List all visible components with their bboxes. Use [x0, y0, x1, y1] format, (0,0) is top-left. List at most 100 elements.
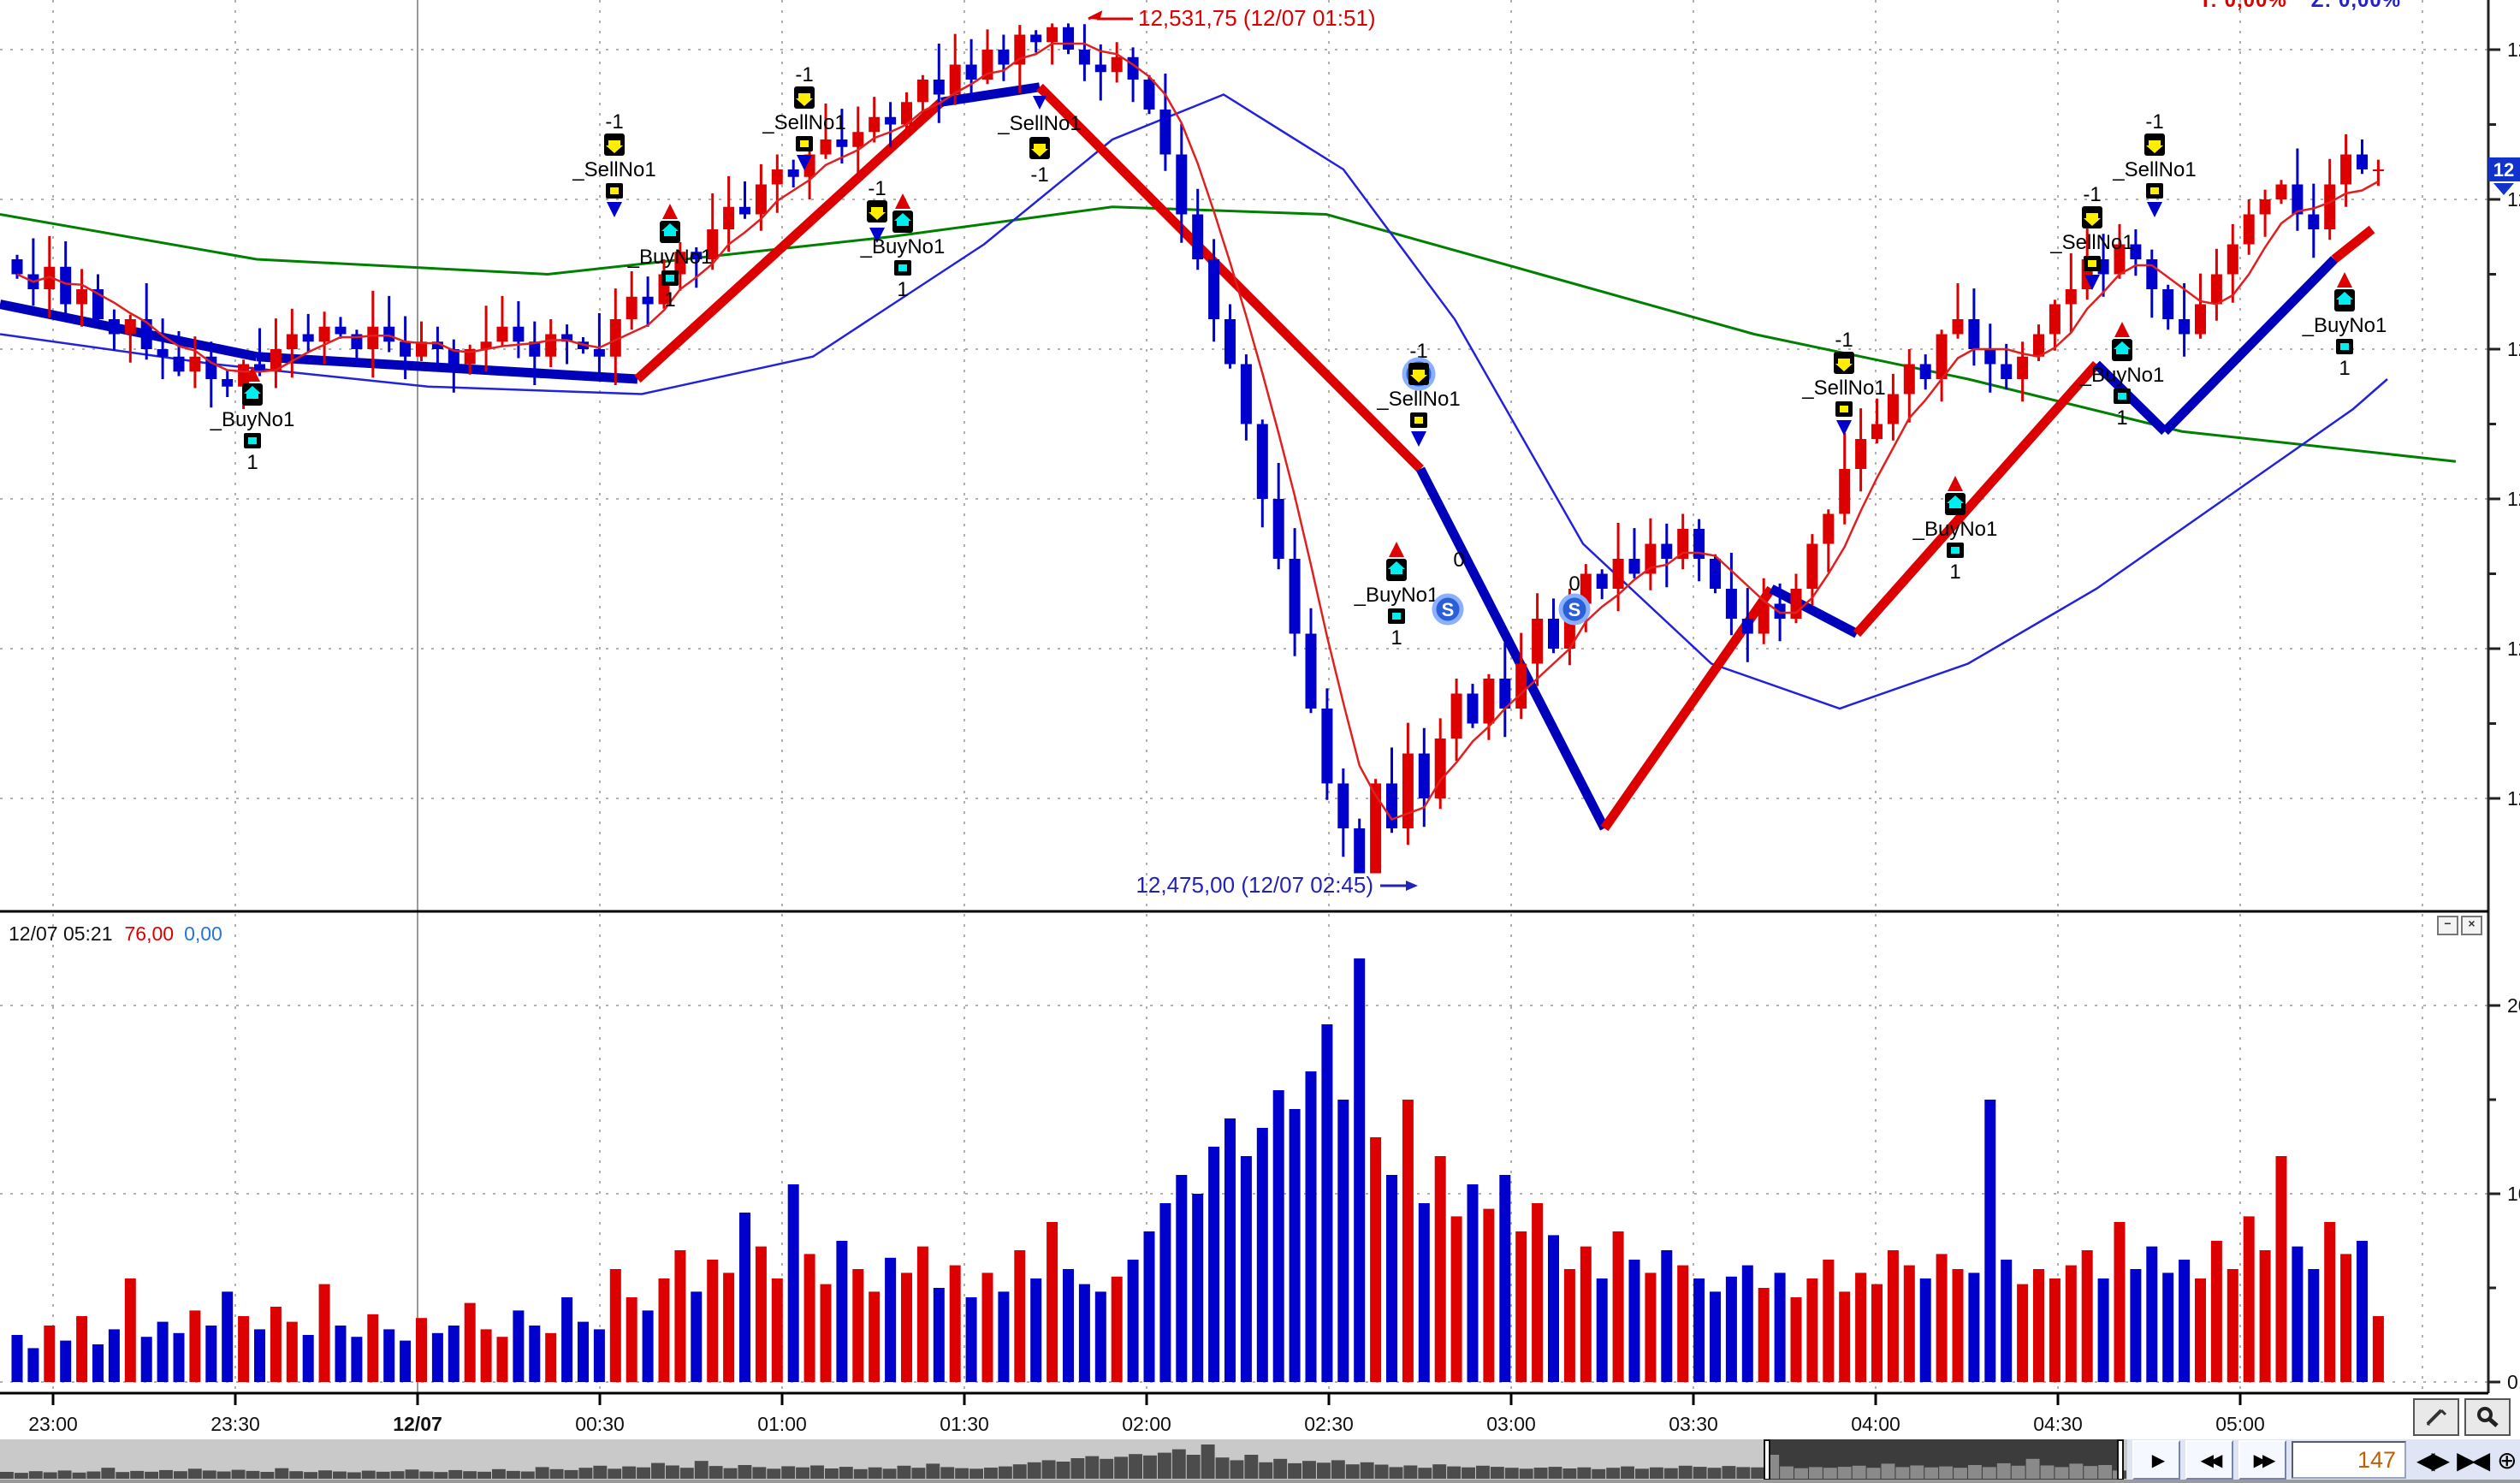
candle — [2146, 259, 2158, 289]
candle — [1887, 394, 1899, 424]
sell-marker[interactable]: -1 _SellNo1 — [762, 63, 846, 170]
svg-text:-1: -1 — [2145, 110, 2163, 133]
candle — [2130, 244, 2142, 259]
navigator-right-handle[interactable] — [2117, 1439, 2124, 1480]
volume-bar — [1774, 1272, 1786, 1382]
go-to-end-icon[interactable]: ▶◀ — [2457, 1446, 2490, 1474]
window-bottom-edge — [0, 1480, 2520, 1483]
volume-bar — [431, 1332, 443, 1382]
bars-count-input[interactable] — [2292, 1441, 2406, 1479]
buy-marker[interactable]: _BuyNo1 1 — [2302, 272, 2387, 380]
svg-text:_BuyNo1: _BuyNo1 — [2302, 314, 2387, 337]
buy-marker[interactable]: _BuyNo1 1 — [2079, 322, 2165, 430]
candle — [205, 356, 217, 379]
svg-text:0: 0 — [1568, 572, 1580, 596]
candle — [1483, 679, 1495, 724]
candle — [1919, 364, 1931, 379]
candle — [318, 326, 330, 342]
candle — [496, 326, 508, 342]
sell-marker[interactable]: -1 _SellNo1 — [572, 110, 656, 217]
svg-text:_SellNo1: _SellNo1 — [1801, 377, 1885, 400]
series-navigator[interactable] — [0, 1439, 2127, 1480]
volume-bar — [1450, 1216, 1462, 1382]
svg-text:12,480: 12,480 — [2507, 787, 2520, 810]
buy-marker[interactable]: _BuyNo1 1 — [627, 204, 713, 311]
svg-text:02:30: 02:30 — [1304, 1413, 1354, 1435]
volume-panel-minimize-button[interactable]: − — [2437, 916, 2458, 935]
buy-marker[interactable]: _BuyNo1 1 — [210, 366, 295, 474]
sell-marker[interactable]: -1 — [867, 177, 887, 243]
sell-marker[interactable]: -1 _SellNo1 — [2112, 110, 2197, 217]
svg-text:_BuyNo1: _BuyNo1 — [860, 235, 946, 258]
candle — [1628, 559, 1640, 574]
bottom-toolbar: ▶ ◀◀ ▶▶ ◀▶ ▶◀ ⊕ ⊖ — [0, 1439, 2520, 1480]
volume-bar — [869, 1291, 881, 1382]
volume-bar — [270, 1307, 282, 1382]
buy-marker[interactable]: _BuyNo1 1 — [1912, 476, 1998, 584]
navigator-left-handle[interactable] — [1764, 1439, 1770, 1480]
volume-bar — [1984, 1100, 1996, 1382]
svg-text:12,510: 12,510 — [2507, 338, 2520, 360]
step-bar-icon[interactable]: ◀▶ — [2416, 1446, 2450, 1474]
zoom-tool-button[interactable] — [2464, 1398, 2511, 1436]
candle — [2017, 356, 2029, 379]
volume-bar — [173, 1332, 185, 1382]
candle — [1596, 573, 1608, 589]
svg-text:_BuyNo1: _BuyNo1 — [627, 246, 713, 269]
svg-text:1: 1 — [2339, 357, 2350, 380]
svg-text:05:00: 05:00 — [2215, 1413, 2265, 1435]
sell-marker[interactable]: -1 _SellNo1 — [2049, 183, 2134, 290]
candle — [1903, 364, 1915, 394]
candle — [642, 296, 654, 305]
candle — [1354, 828, 1366, 874]
candle — [1693, 529, 1705, 559]
volume-bars — [11, 958, 2384, 1382]
rewind-button[interactable]: ◀◀ — [2185, 1440, 2233, 1480]
candle — [238, 364, 250, 387]
volume-bar — [335, 1326, 347, 1382]
svg-text:02:00: 02:00 — [1122, 1413, 1171, 1435]
volume-bar — [2049, 1278, 2060, 1382]
candle — [691, 252, 703, 259]
volume-bar — [1386, 1175, 1397, 1382]
volume-panel-close-button[interactable]: × — [2461, 916, 2482, 935]
svg-text:1: 1 — [2116, 406, 2127, 430]
volume-bar — [108, 1329, 120, 1382]
volume-bar — [1030, 1278, 1042, 1382]
buy-marker[interactable]: _BuyNo1 1 — [860, 193, 946, 301]
candle — [383, 326, 395, 342]
svg-text:-1: -1 — [1409, 340, 1427, 363]
svg-text:0,00: 0,00 — [2507, 1371, 2520, 1393]
svg-text:_BuyNo1: _BuyNo1 — [1912, 518, 1998, 541]
zoom-in-icon[interactable]: ⊕ — [2497, 1446, 2517, 1474]
buy-marker[interactable]: _BuyNo1 1 — [1354, 542, 1439, 650]
navigator-window-histogram — [1767, 1455, 2120, 1479]
volume-bar — [1855, 1272, 1867, 1382]
volume-bar — [76, 1316, 88, 1382]
stop-order-marker[interactable]: 0S — [1558, 572, 1591, 626]
candle — [1321, 709, 1333, 784]
volume-bar — [981, 1272, 993, 1382]
candle — [1677, 529, 1689, 559]
volume-bar — [2226, 1269, 2238, 1382]
ma-fast-line — [16, 42, 2380, 822]
stop-order-marker[interactable]: S — [1432, 593, 1464, 626]
trend-line — [0, 82, 2375, 832]
sell-marker[interactable]: -1 _SellNo1 — [1376, 340, 1461, 447]
svg-text:_SellNo1: _SellNo1 — [572, 158, 655, 181]
volume-bar — [400, 1340, 412, 1382]
sell-marker[interactable]: -1 _SellNo1 — [1801, 329, 1886, 436]
draw-tool-button[interactable] — [2413, 1398, 2459, 1436]
sell-marker[interactable]: _SellNo1 -1 — [997, 96, 1082, 187]
time-axis: 23:00 23:30 12/07 00:30 01:00 01:30 02:00 02:30… — [28, 1393, 2265, 1435]
candle — [1418, 753, 1430, 798]
svg-text:_BuyNo1: _BuyNo1 — [2079, 364, 2165, 387]
svg-text:1: 1 — [246, 451, 258, 474]
play-button[interactable]: ▶ — [2132, 1440, 2180, 1480]
fast-forward-button[interactable]: ▶▶ — [2238, 1440, 2286, 1480]
candle — [626, 296, 637, 319]
svg-text:12,531,75 (12/07 01:51): 12,531,75 (12/07 01:51) — [1138, 5, 1376, 31]
volume-bar — [496, 1337, 508, 1382]
svg-text:_BuyNo1: _BuyNo1 — [1354, 584, 1439, 607]
